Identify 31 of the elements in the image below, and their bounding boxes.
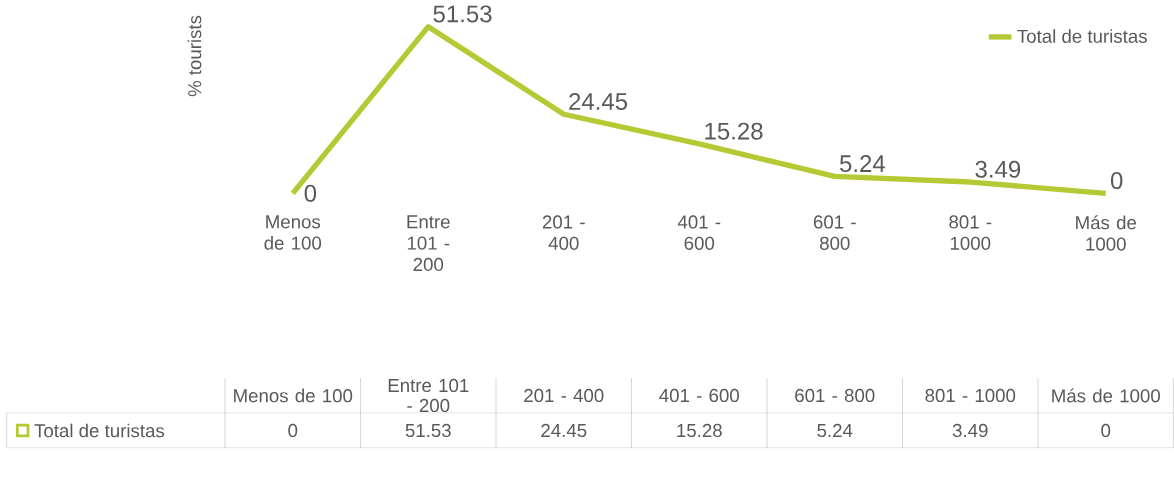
data-label: 3.49 [952, 423, 988, 438]
category-label: 601 - 800 [795, 388, 875, 403]
text: 0 [1110, 172, 1123, 190]
x-tick-label: Más de 1000 [1076, 215, 1137, 251]
x-tick-label: Menos de 100 [264, 215, 322, 250]
text: 3.49 [975, 160, 1021, 178]
category-label: Entre 101 - 200 [388, 378, 469, 413]
text: 24.45 [569, 92, 628, 110]
data-label: 5.24 [817, 423, 853, 438]
data-label: 0 [1101, 423, 1111, 438]
x-tick-label: 201 - 400 [542, 215, 585, 250]
x-tick-label: 401 - 600 [677, 215, 721, 250]
text: 5.24 [839, 155, 886, 173]
data-label: 24.45 [541, 423, 587, 438]
text: 15.28 [705, 122, 763, 140]
x-tick-label: 601 - 800 [813, 215, 856, 250]
category-label: Menos de 100 [234, 388, 353, 403]
y-axis-title: % tourists [187, 15, 202, 97]
data-label: 15.28 [677, 423, 722, 438]
category-label: 401 - 600 [659, 388, 739, 403]
category-label: 801 - 1000 [925, 388, 1016, 403]
category-label: 201 - 400 [524, 388, 604, 403]
data-label: 0 [288, 423, 298, 438]
data-label: 51.53 [405, 423, 451, 438]
x-tick-label: 801 - 1000 [949, 215, 992, 250]
text: Total de turistas [34, 423, 165, 438]
x-tick-label: Entre 101 - 200 [407, 215, 450, 272]
category-label: Más de 1000 [1052, 388, 1160, 403]
text: 0 [304, 184, 317, 202]
legend-label: Total de turistas [1017, 29, 1147, 43]
text: 51.53 [433, 5, 492, 23]
